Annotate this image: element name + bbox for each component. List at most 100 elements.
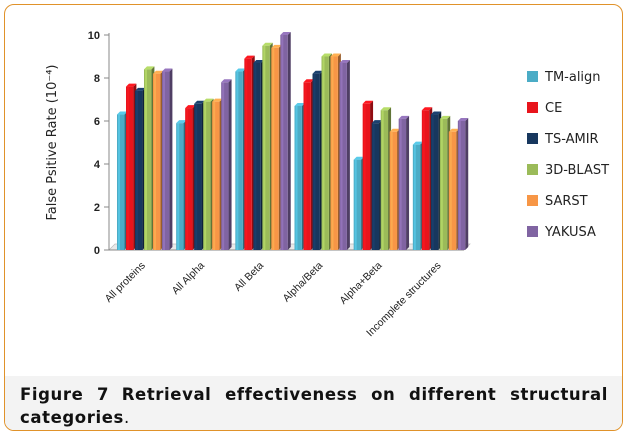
bar-front bbox=[412, 144, 421, 250]
figure-caption: Figure 7 Retrieval effectiveness on diff… bbox=[20, 383, 608, 429]
bar-highlight bbox=[322, 56, 325, 250]
bar-front bbox=[117, 114, 125, 250]
bar-highlight bbox=[236, 71, 239, 250]
bar-front bbox=[135, 90, 143, 251]
bar-highlight bbox=[304, 82, 307, 250]
bar-front bbox=[362, 103, 371, 250]
bar-front bbox=[330, 56, 338, 250]
bar-front bbox=[144, 69, 152, 251]
y-axis-label: False Psitive Rate (10⁻⁴) bbox=[45, 65, 60, 221]
bar-front bbox=[262, 45, 270, 250]
bar-highlight bbox=[195, 103, 198, 250]
bar-front bbox=[203, 101, 211, 251]
bar bbox=[303, 79, 314, 250]
bar bbox=[371, 120, 383, 251]
bar-highlight bbox=[431, 114, 434, 250]
bar-top bbox=[194, 100, 205, 104]
bar-top bbox=[244, 55, 255, 59]
bar-top bbox=[430, 111, 442, 115]
bar-front bbox=[235, 71, 243, 250]
caption-label: Figure 7 bbox=[20, 385, 110, 404]
bar bbox=[439, 115, 451, 250]
bar bbox=[398, 115, 410, 250]
bar-highlight bbox=[295, 105, 298, 250]
bar-highlight bbox=[449, 131, 452, 250]
bar-highlight bbox=[458, 121, 461, 250]
bar-highlight bbox=[272, 47, 275, 251]
bar-top bbox=[303, 79, 314, 83]
bar-highlight bbox=[136, 90, 138, 251]
bar bbox=[362, 100, 374, 250]
bar-highlight bbox=[413, 144, 416, 250]
bar-top bbox=[321, 53, 332, 57]
bar bbox=[235, 68, 246, 250]
bar-front bbox=[212, 101, 220, 251]
bar bbox=[221, 79, 232, 250]
bar-top bbox=[126, 83, 137, 87]
bar bbox=[280, 32, 291, 250]
y-tick-label: 10 bbox=[88, 30, 100, 42]
y-tick-label: 8 bbox=[94, 73, 100, 85]
bar-top bbox=[339, 59, 350, 63]
bar-front bbox=[457, 121, 466, 250]
bar-top bbox=[221, 79, 232, 83]
bar-front bbox=[294, 105, 302, 250]
bar-top bbox=[398, 115, 410, 119]
y-tick-label: 6 bbox=[94, 116, 100, 128]
bar-top bbox=[380, 107, 392, 111]
caption-text: Retrieval effectiveness on different str… bbox=[20, 385, 609, 427]
caption-band bbox=[5, 376, 622, 430]
bar bbox=[176, 120, 187, 251]
bar-front bbox=[162, 71, 170, 250]
bar-top bbox=[153, 70, 164, 74]
bar-front bbox=[439, 118, 448, 250]
bar-front bbox=[353, 159, 362, 250]
bar-top bbox=[117, 111, 128, 115]
legend-swatch bbox=[527, 226, 538, 237]
bar bbox=[244, 55, 255, 251]
bar-side bbox=[169, 68, 173, 250]
bar-highlight bbox=[222, 82, 225, 250]
bar-top bbox=[421, 107, 433, 111]
bar-front bbox=[194, 103, 202, 250]
bar bbox=[412, 141, 424, 250]
bar bbox=[294, 102, 305, 250]
bar-highlight bbox=[263, 45, 266, 250]
bar-top bbox=[312, 70, 323, 74]
bar bbox=[126, 83, 137, 250]
bar-highlight bbox=[354, 159, 357, 250]
bar bbox=[135, 87, 146, 251]
bar-front bbox=[448, 131, 457, 250]
bar-top bbox=[353, 156, 365, 160]
bar-front bbox=[321, 56, 329, 250]
bar bbox=[253, 59, 264, 251]
bar bbox=[457, 118, 469, 250]
bar-front bbox=[398, 118, 407, 250]
legend-swatch bbox=[527, 133, 538, 144]
bar-front bbox=[339, 62, 347, 251]
bar-highlight bbox=[118, 114, 120, 250]
bar-top bbox=[203, 98, 214, 102]
bar-side bbox=[228, 79, 232, 250]
bar bbox=[321, 53, 332, 250]
bar bbox=[430, 111, 442, 250]
bar-top bbox=[371, 120, 383, 124]
bar-front bbox=[185, 108, 193, 250]
bar-top bbox=[457, 118, 469, 121]
bar-highlight bbox=[372, 123, 375, 250]
bar bbox=[185, 105, 196, 250]
bar-highlight bbox=[363, 103, 366, 250]
bar-front bbox=[312, 73, 320, 250]
y-tick-label: 0 bbox=[94, 245, 100, 257]
bar-top bbox=[362, 100, 374, 104]
bar-highlight bbox=[145, 69, 147, 251]
bar-front bbox=[430, 114, 439, 250]
category-label: Alpha/Beta bbox=[280, 260, 325, 305]
bar-highlight bbox=[213, 101, 216, 251]
bar-top bbox=[162, 68, 173, 72]
bar bbox=[421, 107, 433, 250]
bar-top bbox=[448, 128, 460, 132]
y-tick-label: 4 bbox=[94, 159, 101, 171]
category-label: All Alpha bbox=[170, 260, 207, 297]
bar-side bbox=[346, 59, 350, 251]
